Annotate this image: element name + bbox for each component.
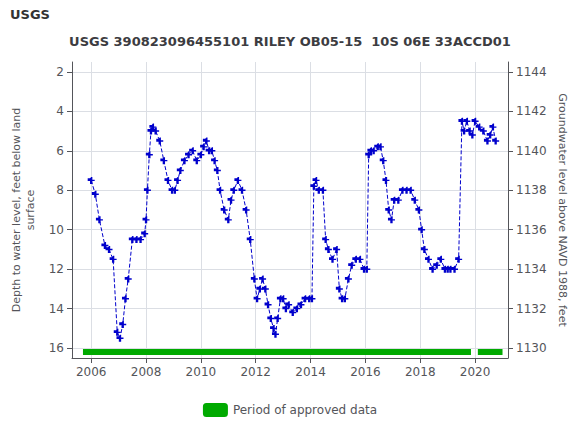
svg-text:6: 6 (56, 144, 64, 158)
svg-text:10: 10 (49, 223, 64, 237)
svg-text:surface: surface (24, 189, 37, 230)
svg-text:1130: 1130 (516, 341, 547, 355)
svg-text:Depth to water level, feet bel: Depth to water level, feet below land (10, 108, 23, 313)
svg-text:2006: 2006 (76, 365, 107, 379)
svg-text:Period of approved data: Period of approved data (233, 403, 377, 417)
svg-text:1140: 1140 (516, 144, 547, 158)
svg-text:4: 4 (56, 104, 64, 118)
svg-text:1132: 1132 (516, 302, 547, 316)
svg-text:2008: 2008 (131, 365, 162, 379)
svg-text:2010: 2010 (186, 365, 217, 379)
svg-text:1134: 1134 (516, 262, 547, 276)
svg-text:2012: 2012 (240, 365, 271, 379)
svg-text:1142: 1142 (516, 104, 547, 118)
svg-text:2014: 2014 (295, 365, 326, 379)
svg-text:8: 8 (56, 183, 64, 197)
svg-text:2016: 2016 (350, 365, 381, 379)
svg-text:USGS: USGS (10, 7, 50, 22)
svg-text:16: 16 (49, 341, 64, 355)
svg-text:2020: 2020 (460, 365, 491, 379)
svg-text:2: 2 (56, 65, 64, 79)
svg-text:1138: 1138 (516, 183, 547, 197)
svg-text:2018: 2018 (405, 365, 436, 379)
svg-text:Groundwater level above NAVD 1: Groundwater level above NAVD 1988, feet (556, 93, 569, 327)
svg-text:12: 12 (49, 262, 64, 276)
svg-text:USGS 390823096455101 RILEY OB0: USGS 390823096455101 RILEY OB05-15 10S 0… (69, 34, 511, 49)
svg-text:1144: 1144 (516, 65, 547, 79)
svg-text:1136: 1136 (516, 223, 547, 237)
svg-text:14: 14 (49, 302, 64, 316)
